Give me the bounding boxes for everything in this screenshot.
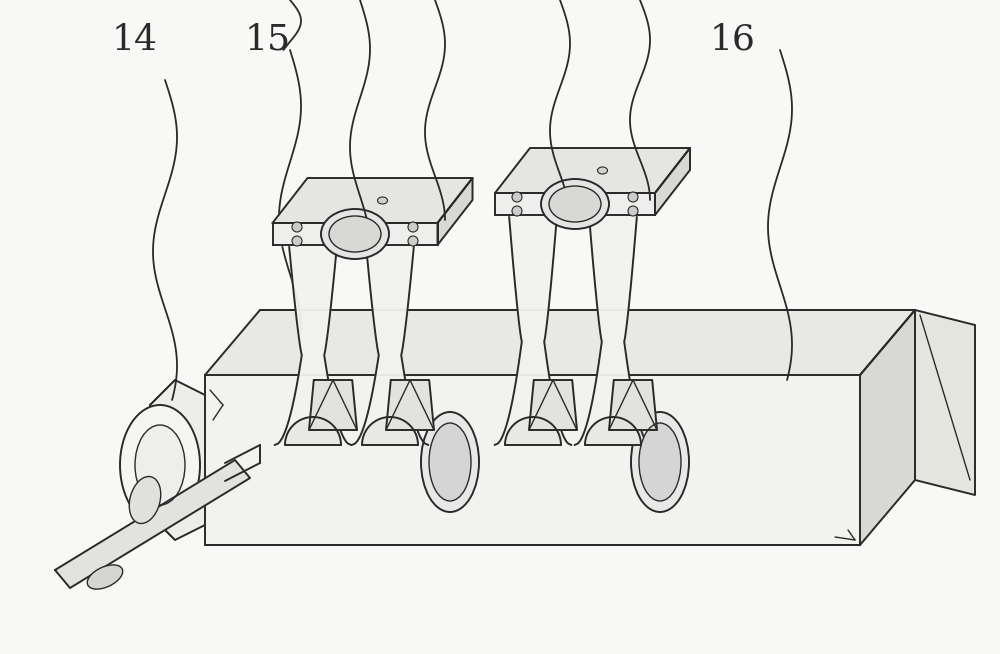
Ellipse shape bbox=[87, 565, 123, 589]
Ellipse shape bbox=[120, 405, 200, 525]
Ellipse shape bbox=[541, 179, 609, 229]
Ellipse shape bbox=[631, 412, 689, 512]
Polygon shape bbox=[285, 417, 341, 445]
Ellipse shape bbox=[628, 206, 638, 216]
Text: 15: 15 bbox=[245, 23, 291, 57]
Ellipse shape bbox=[378, 197, 388, 204]
Ellipse shape bbox=[129, 477, 161, 523]
Polygon shape bbox=[655, 148, 690, 215]
Polygon shape bbox=[150, 380, 205, 540]
Polygon shape bbox=[860, 310, 915, 545]
Polygon shape bbox=[575, 215, 651, 445]
Polygon shape bbox=[609, 380, 657, 430]
Ellipse shape bbox=[628, 192, 638, 202]
Polygon shape bbox=[495, 193, 655, 215]
Polygon shape bbox=[309, 380, 357, 430]
Polygon shape bbox=[529, 380, 577, 430]
Ellipse shape bbox=[292, 222, 302, 232]
Polygon shape bbox=[205, 310, 915, 375]
Ellipse shape bbox=[429, 423, 471, 501]
Ellipse shape bbox=[598, 167, 608, 174]
Polygon shape bbox=[915, 310, 975, 495]
Polygon shape bbox=[205, 375, 860, 545]
Polygon shape bbox=[495, 215, 571, 445]
Polygon shape bbox=[386, 380, 434, 430]
Ellipse shape bbox=[421, 412, 479, 512]
Polygon shape bbox=[352, 245, 428, 445]
Polygon shape bbox=[272, 223, 438, 245]
Ellipse shape bbox=[639, 423, 681, 501]
Polygon shape bbox=[495, 148, 690, 193]
Polygon shape bbox=[55, 460, 250, 588]
Polygon shape bbox=[362, 417, 418, 445]
Polygon shape bbox=[438, 178, 473, 245]
Ellipse shape bbox=[408, 236, 418, 246]
Polygon shape bbox=[505, 417, 561, 445]
Ellipse shape bbox=[329, 216, 381, 252]
Ellipse shape bbox=[408, 222, 418, 232]
Ellipse shape bbox=[549, 186, 601, 222]
Ellipse shape bbox=[512, 192, 522, 202]
Ellipse shape bbox=[292, 236, 302, 246]
Polygon shape bbox=[272, 178, 473, 223]
Ellipse shape bbox=[512, 206, 522, 216]
Text: 14: 14 bbox=[112, 23, 158, 57]
Ellipse shape bbox=[321, 209, 389, 259]
Ellipse shape bbox=[135, 425, 185, 505]
Polygon shape bbox=[585, 417, 641, 445]
Text: 16: 16 bbox=[710, 23, 756, 57]
Polygon shape bbox=[275, 245, 351, 445]
